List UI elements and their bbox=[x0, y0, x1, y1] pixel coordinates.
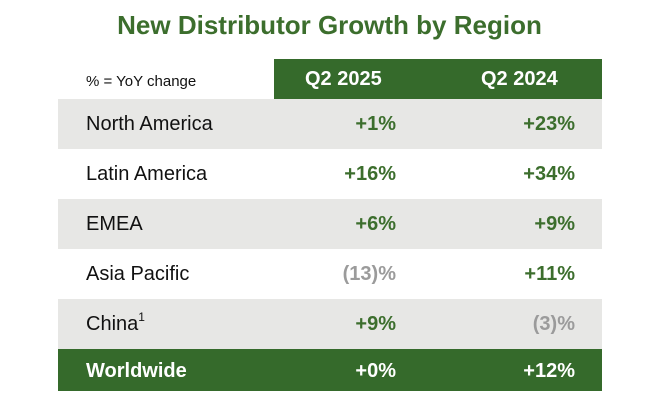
q2-2024-value: +11% bbox=[524, 263, 575, 285]
total-q2-2025-value: +0% bbox=[355, 360, 396, 382]
growth-table: % = YoY change Q2 2025 Q2 2024 North Ame… bbox=[58, 59, 602, 391]
column-header-q2-2024: Q2 2024 bbox=[481, 68, 558, 90]
table-row: EMEA +6% +9% bbox=[58, 199, 602, 249]
total-label: Worldwide bbox=[86, 360, 187, 382]
region-label: EMEA bbox=[86, 213, 143, 235]
q2-2025-value: (13)% bbox=[342, 263, 396, 285]
q2-2025-value: +9% bbox=[355, 313, 396, 335]
total-row: Worldwide +0% +12% bbox=[58, 349, 602, 391]
q2-2024-value: +34% bbox=[523, 163, 575, 185]
q2-2025-value: +16% bbox=[344, 163, 396, 185]
table-row: Latin America +16% +34% bbox=[58, 149, 602, 199]
q2-2025-value: +6% bbox=[355, 213, 396, 235]
header-bar: Q2 2025 Q2 2024 bbox=[274, 59, 602, 99]
q2-2024-value: +9% bbox=[534, 213, 575, 235]
column-header-q2-2025: Q2 2025 bbox=[305, 68, 382, 90]
footnote-marker: 1 bbox=[138, 310, 145, 325]
page-title: New Distributor Growth by Region bbox=[117, 10, 542, 40]
q2-2025-value: +1% bbox=[355, 113, 396, 135]
region-label: China1 bbox=[86, 310, 145, 335]
table-row: Asia Pacific (13)% +11% bbox=[58, 249, 602, 299]
table-row: North America +1% +23% bbox=[58, 99, 602, 149]
table-row: China1 +9% (3)% bbox=[58, 299, 602, 349]
region-label: Latin America bbox=[86, 163, 208, 185]
region-label: Asia Pacific bbox=[86, 263, 190, 285]
q2-2024-value: (3)% bbox=[532, 313, 575, 335]
q2-2024-value: +23% bbox=[523, 113, 575, 135]
yoy-note: % = YoY change bbox=[86, 73, 197, 90]
table-header: % = YoY change Q2 2025 Q2 2024 bbox=[58, 59, 602, 99]
region-label: North America bbox=[86, 113, 213, 135]
total-q2-2024-value: +12% bbox=[523, 360, 575, 382]
